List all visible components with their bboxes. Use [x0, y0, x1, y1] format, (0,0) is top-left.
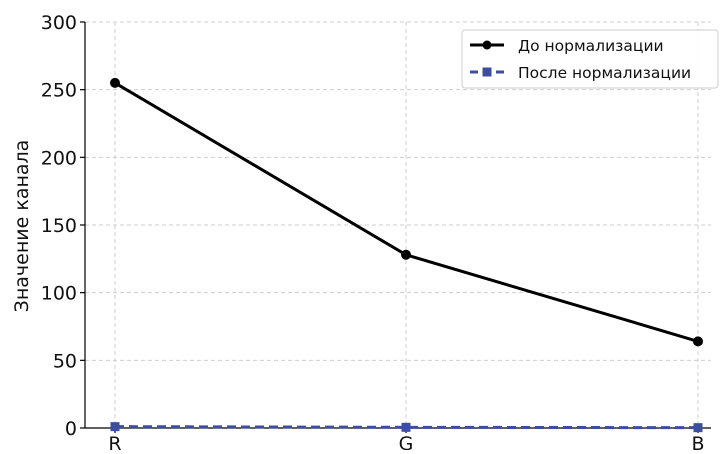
- data-point-1-R: [110, 422, 120, 432]
- y-tick-label: 300: [41, 12, 77, 34]
- y-tick-label: 100: [41, 283, 77, 305]
- x-tick-label: R: [108, 433, 121, 450]
- x-tick-label: G: [399, 433, 414, 450]
- data-point-0-B: [693, 336, 703, 347]
- legend-label-after: После нормализации: [518, 64, 691, 82]
- legend-label-before: До нормализации: [518, 37, 664, 55]
- y-tick-label: 50: [53, 350, 77, 372]
- legend-item-after: После нормализации: [470, 64, 691, 82]
- legend-marker-after: [482, 67, 492, 77]
- tick-labels: 0 50 100 150 200 250 300 R G B: [41, 12, 705, 454]
- data-point-0-G: [401, 249, 411, 260]
- data-point-1-B: [693, 423, 703, 433]
- legend: До нормализации После нормализации: [461, 29, 719, 89]
- x-tick-label: B: [691, 433, 704, 450]
- y-tick-label: 200: [41, 147, 77, 169]
- data-point-1-G: [401, 422, 411, 432]
- series: [110, 77, 703, 433]
- y-tick-label: 150: [41, 215, 77, 237]
- data-point-0-R: [110, 77, 120, 88]
- legend-box: [461, 29, 719, 89]
- y-axis-label: Значение канала: [11, 140, 33, 313]
- legend-item-before: До нормализации: [470, 37, 664, 55]
- y-tick-label: 250: [41, 80, 77, 102]
- y-tick-label: 0: [65, 418, 77, 440]
- legend-marker-before: [482, 40, 492, 50]
